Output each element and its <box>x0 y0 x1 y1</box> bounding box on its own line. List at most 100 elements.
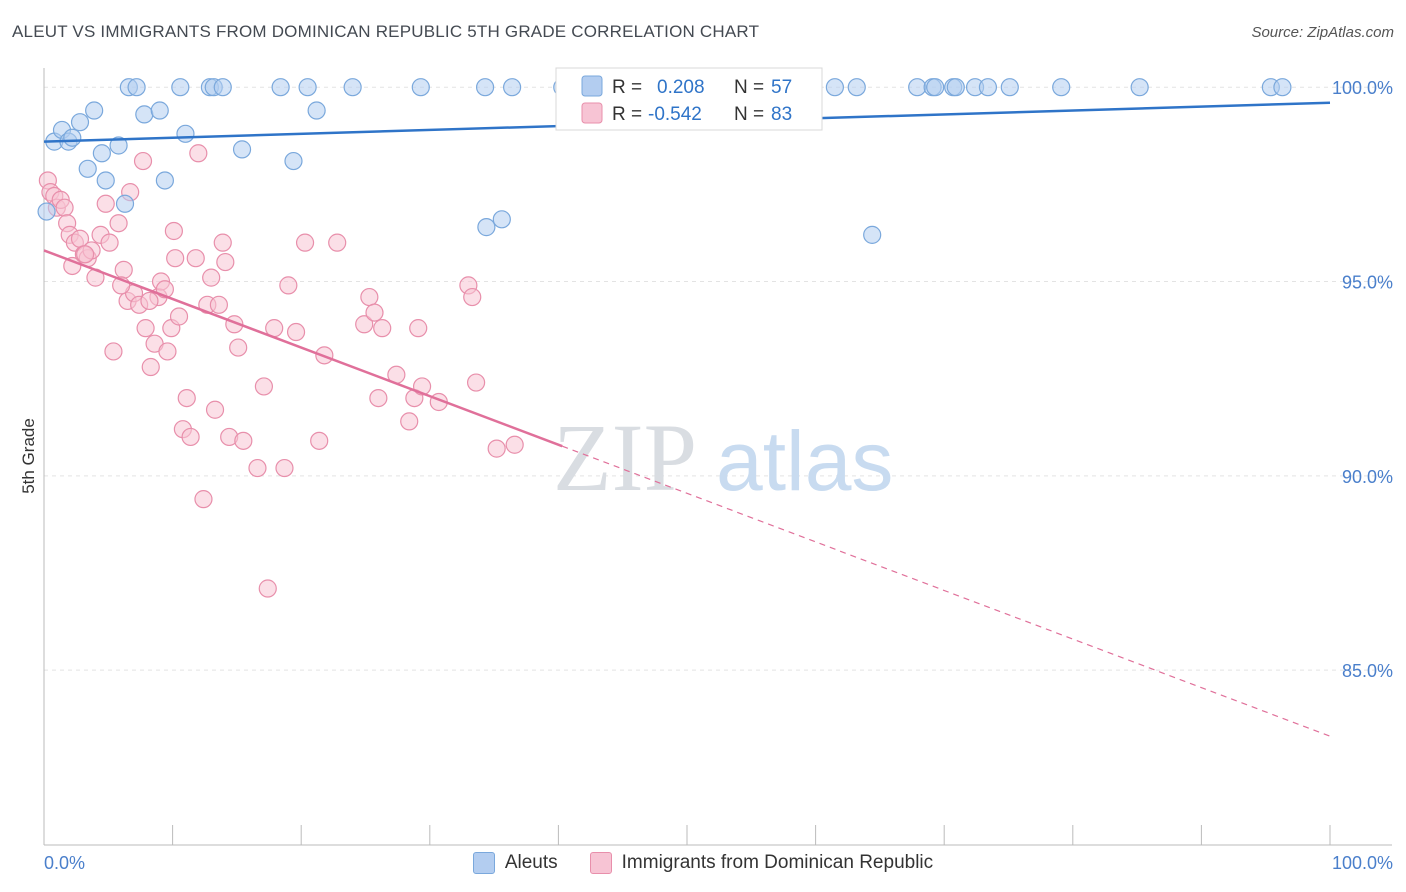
point-aleuts <box>847 78 866 97</box>
point-dominican <box>279 276 298 295</box>
point-dominican <box>373 319 392 338</box>
point-dominican <box>194 490 213 509</box>
point-dominican <box>189 144 208 163</box>
trend-line-dominican-extrapolated <box>562 445 1331 737</box>
point-aleuts <box>1130 78 1149 97</box>
point-aleuts <box>109 136 128 155</box>
point-dominican <box>164 221 183 241</box>
point-aleuts <box>307 101 326 120</box>
point-dominican <box>360 287 379 307</box>
point-dominican <box>209 295 228 314</box>
point-aleuts <box>271 78 290 97</box>
point-dominican <box>104 342 123 361</box>
point-dominican <box>275 458 294 478</box>
point-aleuts <box>477 218 496 237</box>
point-dominican <box>114 260 133 279</box>
point-dominican <box>96 194 115 213</box>
point-dominican <box>216 252 235 272</box>
point-dominican <box>248 458 267 478</box>
point-dominican <box>141 357 160 377</box>
point-aleuts <box>503 78 522 97</box>
point-dominican <box>234 431 253 450</box>
watermark: ZIP atlas <box>553 404 893 511</box>
watermark-atlas: atlas <box>716 414 893 508</box>
point-dominican <box>166 249 185 268</box>
point-aleuts <box>492 210 511 229</box>
point-dominican <box>328 233 347 252</box>
y-tick-label: 85.0% <box>1342 661 1393 681</box>
point-aleuts <box>213 78 232 97</box>
point-aleuts <box>37 202 56 221</box>
point-aleuts <box>343 78 362 97</box>
series-dominican <box>38 144 524 598</box>
legend-label-aleuts: Aleuts <box>504 852 558 873</box>
legend-swatch-aleuts <box>581 75 603 97</box>
point-dominican <box>505 435 524 454</box>
correlation-legend: R = 0.208 N = 57 R = -0.542 N = 83 <box>555 67 823 131</box>
point-aleuts <box>176 124 195 143</box>
point-dominican <box>202 268 221 287</box>
point-dominican <box>133 151 153 171</box>
point-dominican <box>365 303 384 322</box>
series-legend: Aleuts Immigrants from Dominican Republi… <box>0 852 1406 874</box>
point-dominican <box>213 233 232 252</box>
point-dominican <box>286 322 306 342</box>
point-aleuts <box>475 78 495 97</box>
legend-n-label: N = <box>734 104 764 125</box>
legend-swatch-dominican <box>589 852 612 874</box>
point-aleuts <box>926 78 945 97</box>
point-aleuts <box>411 78 430 97</box>
point-dominican <box>76 245 95 264</box>
x-tick-label: 0.0% <box>44 853 85 873</box>
point-aleuts <box>115 194 135 213</box>
source-credit: Source: ZipAtlas.com <box>1251 24 1394 41</box>
chart-title: ALEUT VS IMMIGRANTS FROM DOMINICAN REPUB… <box>12 22 760 41</box>
point-dominican <box>487 439 506 458</box>
point-aleuts <box>863 225 882 244</box>
point-aleuts <box>85 101 104 120</box>
legend-swatch-dominican <box>581 102 603 124</box>
trend-line-dominican <box>43 249 563 448</box>
point-dominican <box>466 373 486 392</box>
y-axis-label: 5th Grade <box>19 418 38 494</box>
data-points <box>37 78 1292 598</box>
point-dominican <box>100 233 119 252</box>
point-dominican <box>254 377 274 396</box>
point-aleuts <box>155 171 174 190</box>
point-aleuts <box>78 159 97 178</box>
point-aleuts <box>298 78 317 97</box>
point-aleuts <box>1052 78 1071 97</box>
point-dominican <box>158 342 177 361</box>
point-dominican <box>258 579 277 598</box>
x-tick-label: 100.0% <box>1332 853 1393 873</box>
legend-item-aleuts: Aleuts <box>472 852 558 874</box>
point-dominican <box>140 291 159 311</box>
point-dominican <box>109 214 128 233</box>
point-dominican <box>177 388 196 408</box>
point-aleuts <box>232 140 252 159</box>
point-aleuts <box>92 144 111 163</box>
point-dominican <box>136 319 155 338</box>
point-dominican <box>205 400 225 419</box>
point-dominican <box>186 249 205 268</box>
point-aleuts <box>1273 78 1292 97</box>
point-aleuts <box>135 105 154 124</box>
y-tick-label: 90.0% <box>1342 467 1393 487</box>
point-aleuts <box>284 151 303 171</box>
point-aleuts <box>1000 78 1019 97</box>
point-aleuts <box>946 78 965 97</box>
legend-r-value-aleuts: 0.208 <box>657 77 705 98</box>
legend-r-label: R = <box>612 104 642 125</box>
point-dominican <box>400 412 419 431</box>
point-dominican <box>463 287 482 307</box>
tick-labels: 100.0% 95.0% 90.0% 85.0% 0.0% 100.0% <box>44 78 1393 873</box>
point-dominican <box>181 427 200 447</box>
point-dominican <box>229 338 248 357</box>
point-aleuts <box>908 78 927 97</box>
point-aleuts <box>96 171 115 190</box>
legend-label-dominican: Immigrants from Dominican Republic <box>621 852 934 873</box>
legend-n-label: N = <box>734 77 764 98</box>
point-aleuts <box>150 101 169 120</box>
point-dominican <box>310 431 329 450</box>
